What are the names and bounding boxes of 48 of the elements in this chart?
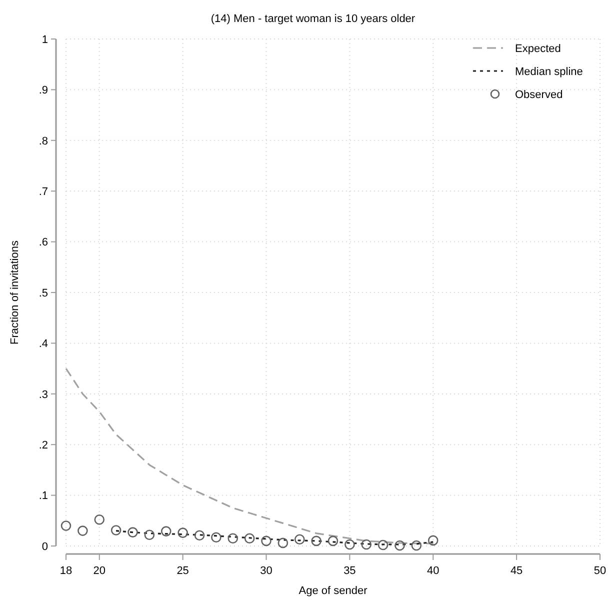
- y-tick-label: .7: [38, 186, 48, 198]
- y-tick-label: .5: [38, 287, 48, 300]
- point: [178, 528, 188, 538]
- point: [228, 533, 238, 544]
- y-axis-title: Fraction of invitations: [9, 240, 21, 344]
- x-tick-label: 30: [260, 565, 272, 577]
- legend-label: Expected: [515, 42, 561, 55]
- y-tick-label: .2: [38, 439, 48, 452]
- point: [211, 532, 222, 543]
- y-tick-label: 1: [42, 34, 48, 46]
- legend-label: Median spline: [515, 66, 583, 78]
- x-tick-label: 45: [510, 565, 523, 577]
- point: [60, 520, 72, 531]
- x-tick-label: 18: [60, 565, 72, 577]
- chart-title: (14) Men - target woman is 10 years older: [210, 13, 416, 25]
- y-tick-label: 0: [42, 540, 48, 553]
- y-tick-label: .4: [38, 338, 48, 350]
- point: [361, 539, 372, 550]
- point: [78, 526, 88, 536]
- y-tick-label: .1: [38, 490, 48, 502]
- y-tick-label: .9: [38, 84, 48, 97]
- x-axis-title: Age of sender: [298, 585, 368, 597]
- x-tick-label: 20: [93, 565, 106, 577]
- point: [244, 533, 255, 544]
- point: [194, 530, 205, 541]
- point: [261, 536, 272, 546]
- point: [344, 539, 355, 550]
- point: [110, 525, 122, 536]
- point: [328, 536, 338, 546]
- point: [160, 526, 172, 536]
- x-tick-label: 35: [344, 565, 356, 577]
- y-tick-label: .3: [38, 388, 48, 401]
- point: [411, 540, 422, 551]
- y-tick-label: .6: [38, 236, 48, 249]
- point: [428, 535, 438, 546]
- x-tick-label: 25: [176, 565, 189, 577]
- point: [294, 534, 305, 545]
- point: [378, 540, 388, 550]
- x-tick-label: 50: [594, 565, 606, 577]
- y-tick-label: .8: [38, 135, 48, 148]
- legend-label: Observed: [515, 88, 563, 101]
- point: [94, 514, 105, 525]
- x-tick-label: 40: [427, 565, 440, 577]
- point: [278, 538, 288, 548]
- point: [394, 540, 405, 551]
- point: [144, 530, 155, 540]
- point: [128, 527, 138, 538]
- point: [311, 536, 322, 546]
